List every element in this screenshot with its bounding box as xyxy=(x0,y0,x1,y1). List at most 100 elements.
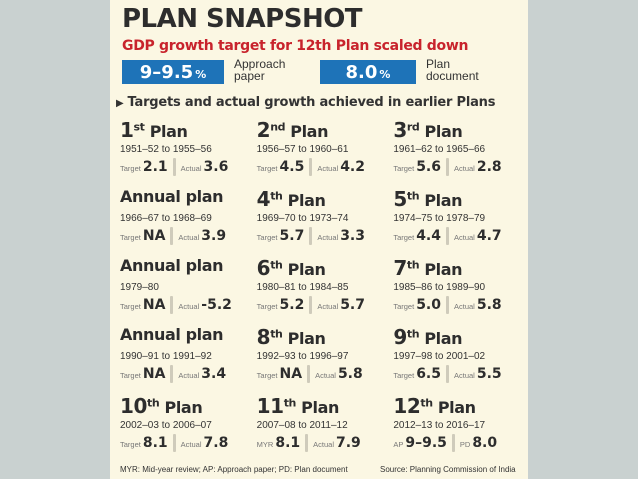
plan-values: Target NA Actual -5.2 xyxy=(120,296,246,314)
plan-ordinal-suffix: th xyxy=(270,327,283,341)
plan-cell: 11th Plan 2007–08 to 2011–12 MYR 8.1 Actual 7… xyxy=(253,392,384,461)
plan-document-value: 8.0 xyxy=(345,61,378,83)
plan-cell: 4th Plan 1969–70 to 1973–74 Target 5.7 Actua… xyxy=(253,185,384,254)
plan-number: 5 xyxy=(393,187,407,211)
value-divider xyxy=(446,365,449,383)
plan-ordinal-suffix: th xyxy=(283,396,297,410)
value-divider xyxy=(172,434,176,452)
plan-label: Annual plan xyxy=(120,187,224,206)
plan-label: Plan xyxy=(424,329,463,348)
plan-ordinal-suffix: th xyxy=(270,189,283,203)
value-divider xyxy=(309,158,313,176)
plan-name: 1st Plan xyxy=(120,118,188,142)
actual-value: 3.6 xyxy=(203,159,229,175)
plan-label: Plan xyxy=(424,260,463,279)
plan-name: 9th Plan xyxy=(393,325,462,349)
plan-years: 1997–98 to 2001–02 xyxy=(393,351,486,362)
target-label: Target xyxy=(120,440,141,449)
plan-label: Plan xyxy=(437,398,476,417)
plan-values: Target 4.5 Actual 4.2 xyxy=(257,158,383,176)
actual-label: Actual xyxy=(317,164,339,173)
plan-values: Target 5.2 Actual 5.7 xyxy=(257,296,383,314)
plan-ordinal-suffix: st xyxy=(133,120,145,134)
actual-label: Actual xyxy=(313,440,334,449)
target-value: 5.2 xyxy=(279,297,305,313)
plan-number: 7 xyxy=(393,256,407,280)
footer-abbreviations: MYR: Mid-year review; AP: Approach paper… xyxy=(120,465,348,474)
plan-number: 6 xyxy=(256,256,271,280)
plan-label: Annual plan xyxy=(120,256,224,275)
actual-label: Actual xyxy=(180,164,202,173)
plan-ordinal-suffix: rd xyxy=(406,120,420,134)
plan-number: 4 xyxy=(256,187,271,211)
plan-label: Plan xyxy=(287,260,326,279)
actual-label: Actual xyxy=(454,302,475,311)
value-divider xyxy=(446,296,449,314)
target-value: NA xyxy=(142,297,166,313)
plan-ordinal-suffix: th xyxy=(420,396,433,410)
target-label: Target xyxy=(256,302,278,311)
actual-label: Actual xyxy=(180,440,202,449)
value-divider xyxy=(170,365,174,383)
plan-cell: Annual plan 1979–80 Target NA Actual -5.2 xyxy=(116,254,247,323)
target-label: Target xyxy=(393,164,415,173)
plan-values: Target NA Actual 3.9 xyxy=(120,227,246,245)
target-label: Target xyxy=(120,302,141,311)
plan-label: Annual plan xyxy=(120,325,224,344)
target-label: Target xyxy=(120,164,141,173)
target-value: NA xyxy=(142,366,166,382)
plan-label: Plan xyxy=(287,191,326,210)
target-value: 5.6 xyxy=(416,159,441,175)
value-divider xyxy=(172,158,176,176)
plan-name: Annual plan xyxy=(120,325,224,344)
plan-cell: 9th Plan 1997–98 to 2001–02 Target 6.5 Actua… xyxy=(389,323,520,392)
plan-label: Plan xyxy=(164,398,203,417)
plan-number: 11 xyxy=(256,394,284,418)
plan-cell: Annual plan 1966–67 to 1968–69 Target NA Act… xyxy=(116,185,247,254)
target-label: Target xyxy=(256,371,278,380)
target-value: 2.1 xyxy=(142,159,168,175)
value-divider xyxy=(170,296,174,314)
approach-paper-note-line2: paper xyxy=(234,69,265,83)
plan-grid: 1st Plan 1951–52 to 1955–56 Target 2.1 Actua… xyxy=(116,116,520,461)
actual-label: Actual xyxy=(315,371,336,380)
triangle-bullet-icon: ▶ xyxy=(116,98,124,109)
plan-name: 11th Plan xyxy=(256,394,340,418)
plan-number: 9 xyxy=(393,325,407,349)
target-label: Target xyxy=(393,302,415,311)
plan-values: Target NA Actual 3.4 xyxy=(120,365,246,383)
plan-cell: 8th Plan 1992–93 to 1996–97 Target NA Actual… xyxy=(253,323,384,392)
actual-value: 4.7 xyxy=(476,228,502,244)
plan-number: 10 xyxy=(120,394,148,418)
plan-values: Target 6.5 Actual 5.5 xyxy=(393,365,519,383)
actual-label: Actual xyxy=(454,233,475,242)
plan-values: MYR 8.1 Actual 7.9 xyxy=(257,434,383,452)
actual-value: 3.9 xyxy=(201,228,227,244)
target-value: 9–9.5 xyxy=(405,435,447,451)
approach-paper-unit: % xyxy=(195,67,207,81)
target-value: NA xyxy=(279,366,303,382)
actual-value: 7.8 xyxy=(203,435,229,451)
plan-name: Annual plan xyxy=(120,187,224,206)
target-label: AP xyxy=(393,440,404,449)
actual-label: Actual xyxy=(178,371,200,380)
plan-name: 10th Plan xyxy=(120,394,203,418)
actual-value: 3.3 xyxy=(340,228,365,244)
plan-name: 5th Plan xyxy=(393,187,462,211)
actual-value: 4.2 xyxy=(340,159,365,175)
target-value: 4.4 xyxy=(416,228,441,244)
plan-document-note-line2: document xyxy=(426,69,479,83)
plan-ordinal-suffix: th xyxy=(270,258,283,272)
plan-number: 3 xyxy=(393,118,407,142)
value-divider xyxy=(446,227,449,245)
actual-label: Actual xyxy=(317,302,339,311)
plan-ordinal-suffix: th xyxy=(147,396,160,410)
plan-cell: 2nd Plan 1956–57 to 1960–61 Target 4.5 Actua… xyxy=(253,116,384,185)
plan-years: 2002–03 to 2006–07 xyxy=(120,420,212,431)
value-divider xyxy=(305,434,309,452)
section-title: Targets and actual growth achieved in ea… xyxy=(127,95,496,110)
value-divider xyxy=(309,227,313,245)
actual-label: Actual xyxy=(178,302,200,311)
actual-label: Actual xyxy=(317,233,339,242)
target-label: Target xyxy=(120,233,141,242)
